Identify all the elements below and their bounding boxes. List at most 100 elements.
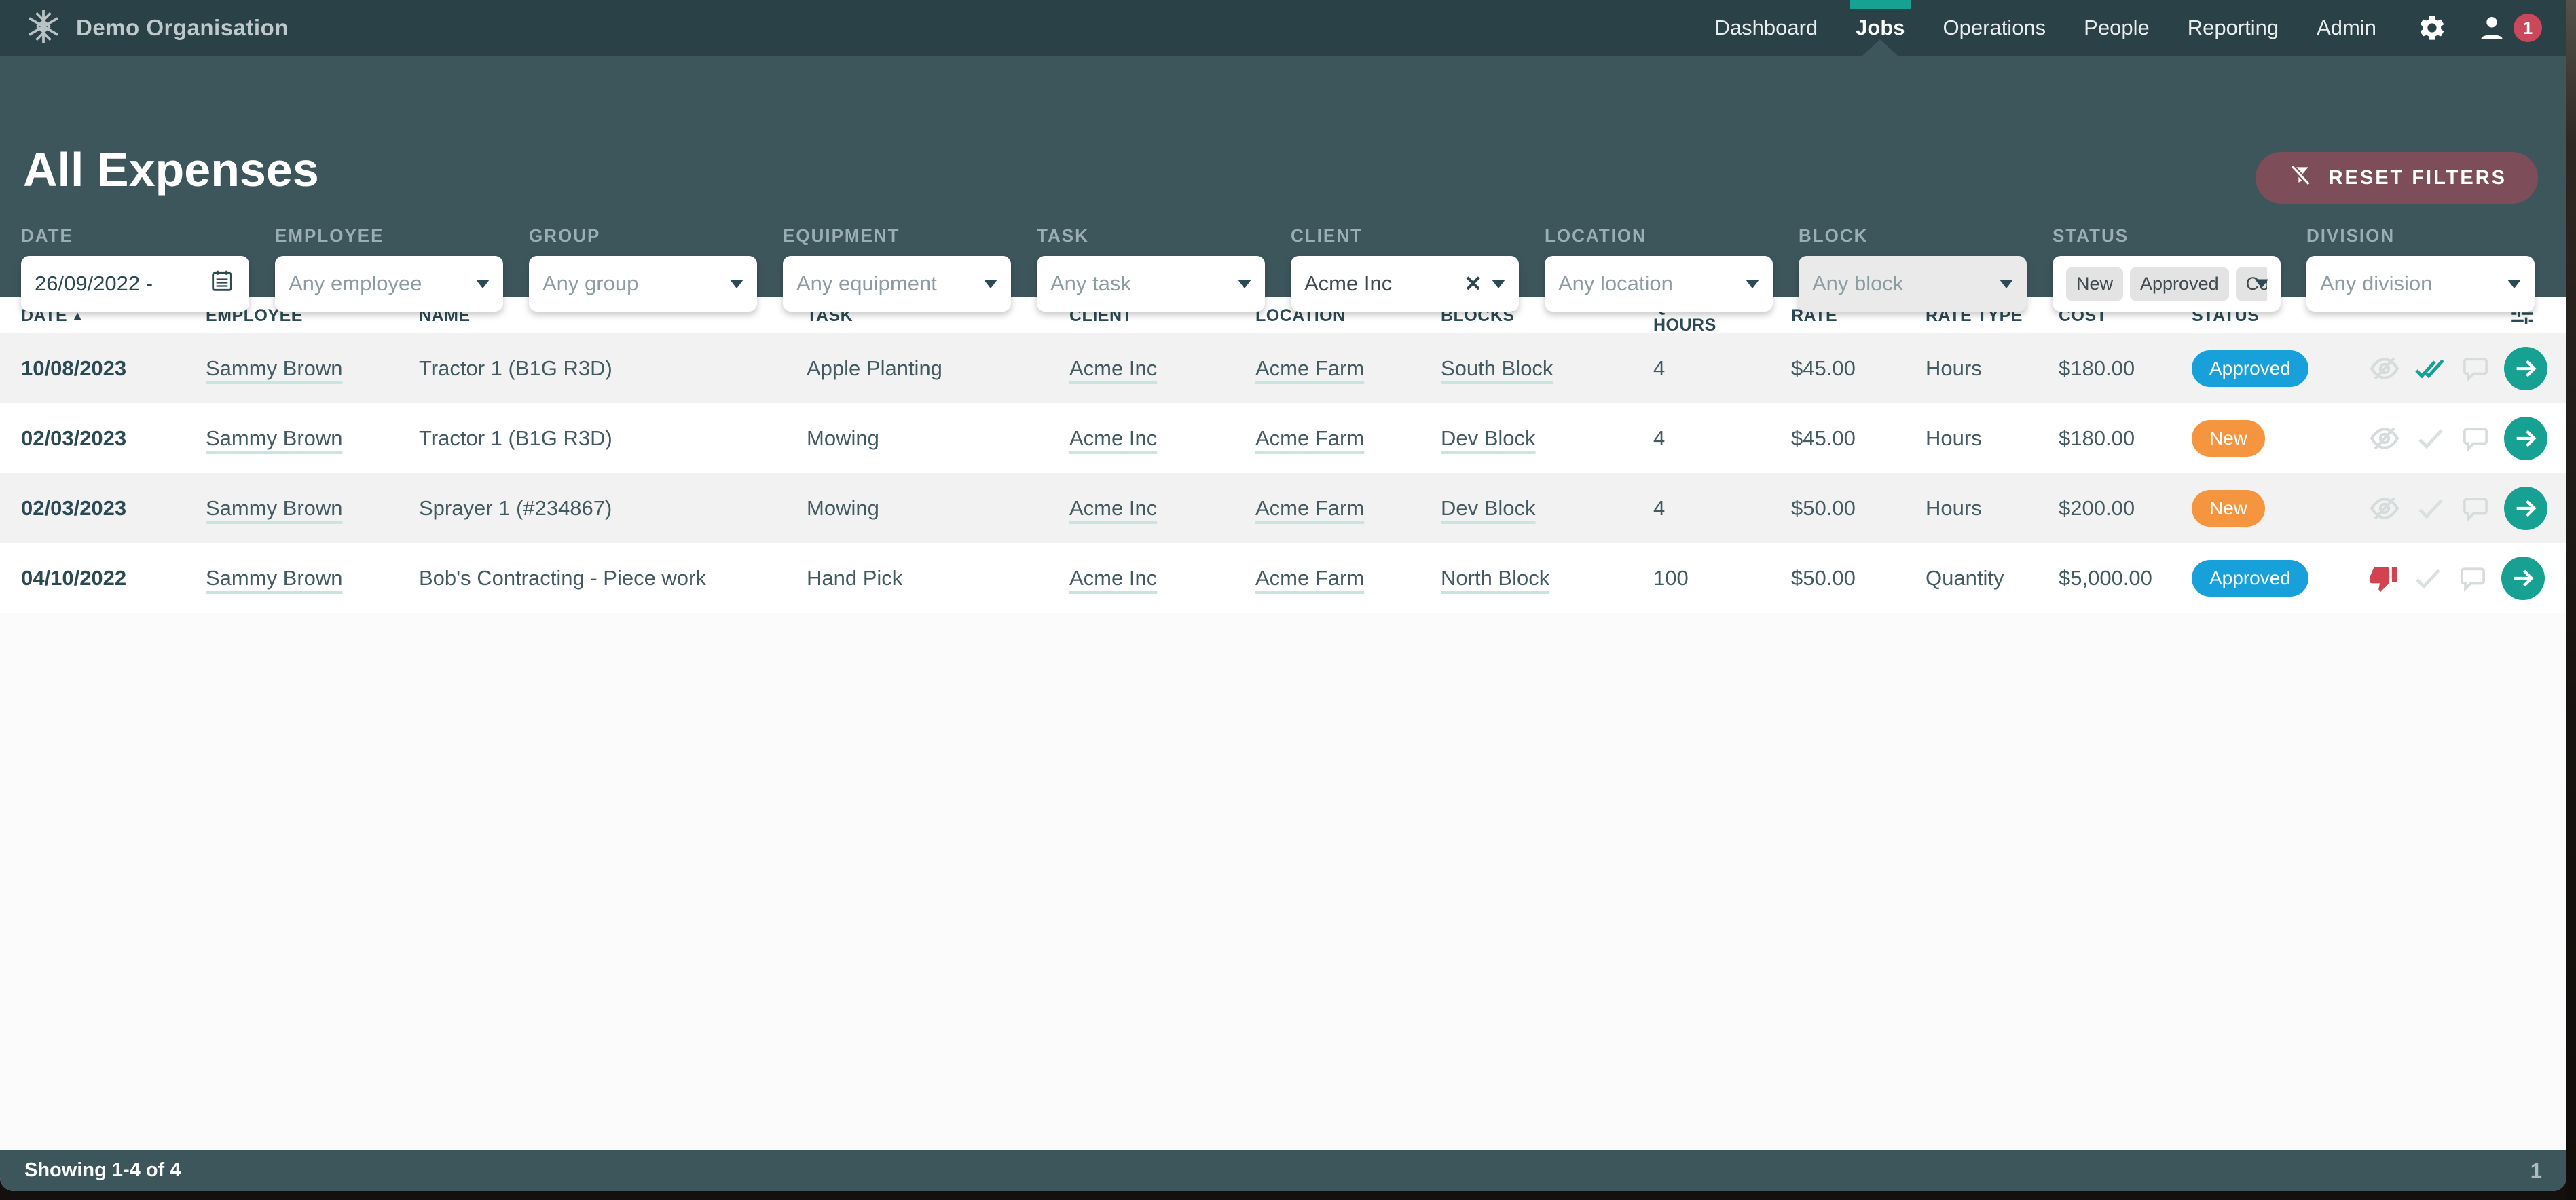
block-select[interactable]: Any block [1799, 256, 2027, 312]
check-icon[interactable] [2414, 492, 2447, 525]
clear-client-icon[interactable]: ✕ [1464, 271, 1482, 296]
filter-status: STATUS New Approved Complete [2053, 225, 2281, 312]
comment-icon[interactable] [2461, 424, 2490, 453]
table-row[interactable]: 10/08/2023 Sammy Brown Tractor 1 (B1G R3… [0, 333, 2566, 403]
employee-select[interactable]: Any employee [275, 256, 503, 312]
status-chip-approved[interactable]: Approved [2130, 267, 2229, 301]
double-check-icon[interactable] [2414, 352, 2447, 385]
location-link[interactable]: Acme Farm [1255, 565, 1365, 590]
cell-location: Acme Farm [1255, 566, 1441, 590]
status-multiselect[interactable]: New Approved Complete [2053, 256, 2281, 312]
filter-equipment: EQUIPMENT Any equipment [783, 225, 1011, 312]
group-select[interactable]: Any group [529, 256, 757, 312]
eye-off-icon[interactable] [2368, 492, 2401, 525]
client-link[interactable]: Acme Inc [1069, 495, 1158, 520]
nav-item-reporting[interactable]: Reporting [2187, 16, 2279, 39]
comment-icon[interactable] [2458, 563, 2488, 593]
block-placeholder: Any block [1812, 271, 1904, 295]
cell-quantity-hours: 4 [1653, 426, 1666, 450]
employee-placeholder: Any employee [289, 271, 422, 295]
row-actions [2368, 416, 2566, 460]
cell-quantity-hours: 4 [1653, 356, 1666, 380]
nav-item-dashboard[interactable]: Dashboard [1714, 16, 1818, 39]
equipment-select[interactable]: Any equipment [783, 256, 1011, 312]
desktop-background-strip [2566, 0, 2576, 1200]
comment-icon[interactable] [2461, 493, 2490, 523]
cell-blocks: Dev Block [1441, 426, 1653, 451]
eye-off-icon[interactable] [2368, 352, 2401, 385]
reset-filters-button[interactable]: RESET FILTERS [2255, 152, 2538, 204]
filter-client: CLIENT Acme Inc ✕ [1291, 225, 1519, 312]
open-row-arrow-button[interactable] [2504, 416, 2547, 460]
nav-item-jobs[interactable]: Jobs [1856, 0, 1905, 56]
cell-blocks: Dev Block [1441, 496, 1653, 521]
nav-item-operations[interactable]: Operations [1943, 16, 2046, 39]
filter-equipment-label: EQUIPMENT [783, 225, 900, 246]
filter-status-label: STATUS [2053, 225, 2129, 246]
cell-date: 02/03/2023 [21, 426, 127, 450]
gear-icon[interactable] [2417, 13, 2447, 43]
employee-link[interactable]: Sammy Brown [206, 356, 343, 380]
task-placeholder: Any task [1050, 271, 1131, 295]
open-row-arrow-button[interactable] [2504, 346, 2547, 390]
cell-location: Acme Farm [1255, 496, 1441, 521]
cell-rate-type: Hours [1926, 426, 1982, 450]
top-navbar: Demo Organisation Dashboard Jobs Operati… [0, 0, 2566, 56]
location-link[interactable]: Acme Farm [1255, 495, 1365, 520]
block-link[interactable]: Dev Block [1441, 495, 1536, 520]
row-actions [2368, 556, 2566, 600]
nav-item-people[interactable]: People [2084, 16, 2150, 39]
row-actions [2368, 486, 2566, 530]
open-row-arrow-button[interactable] [2501, 556, 2545, 600]
eye-off-icon[interactable] [2368, 422, 2401, 455]
status-badge: Approved [2192, 559, 2308, 597]
cell-rate: $45.00 [1791, 356, 1856, 380]
location-link[interactable]: Acme Farm [1255, 426, 1365, 450]
filter-group-label: GROUP [529, 225, 601, 246]
cell-name: Sprayer 1 (#234867) [419, 495, 612, 520]
cell-employee: Sammy Brown [206, 426, 419, 451]
client-link[interactable]: Acme Inc [1069, 426, 1158, 450]
division-select[interactable]: Any division [2306, 256, 2535, 312]
table-row[interactable]: 02/03/2023 Sammy Brown Sprayer 1 (#23486… [0, 473, 2566, 543]
cell-status: New [2192, 489, 2368, 527]
org-name: Demo Organisation [76, 15, 289, 40]
location-select[interactable]: Any location [1545, 256, 1773, 312]
filter-client-label: CLIENT [1291, 225, 1363, 246]
block-link[interactable]: North Block [1441, 565, 1550, 590]
status-chip-new[interactable]: New [2066, 267, 2124, 301]
date-range-input[interactable]: 26/09/2022 - [21, 256, 249, 312]
cell-location: Acme Farm [1255, 426, 1441, 451]
employee-link[interactable]: Sammy Brown [206, 565, 343, 590]
table-row[interactable]: 02/03/2023 Sammy Brown Tractor 1 (B1G R3… [0, 403, 2566, 473]
client-select[interactable]: Acme Inc ✕ [1291, 256, 1519, 312]
check-icon[interactable] [2414, 422, 2447, 455]
pagination-page-1[interactable]: 1 [2530, 1158, 2542, 1182]
table-row[interactable]: 04/10/2022 Sammy Brown Bob's Contracting… [0, 543, 2566, 613]
cell-client: Acme Inc [1069, 496, 1255, 521]
status-badge: Approved [2192, 350, 2308, 387]
cell-location: Acme Farm [1255, 356, 1441, 381]
reset-filters-label: RESET FILTERS [2328, 166, 2507, 189]
comment-icon[interactable] [2461, 354, 2490, 383]
employee-link[interactable]: Sammy Brown [206, 426, 343, 450]
nav-item-admin[interactable]: Admin [2317, 16, 2376, 39]
client-link[interactable]: Acme Inc [1069, 356, 1158, 380]
open-row-arrow-button[interactable] [2504, 486, 2547, 530]
filter-task-label: TASK [1037, 225, 1089, 246]
notification-badge[interactable]: 1 [2514, 14, 2542, 42]
user-menu[interactable]: 1 [2477, 13, 2542, 43]
block-link[interactable]: Dev Block [1441, 426, 1536, 450]
task-select[interactable]: Any task [1037, 256, 1265, 312]
filter-date-label: DATE [21, 225, 73, 246]
employee-link[interactable]: Sammy Brown [206, 495, 343, 520]
thumbs-down-icon[interactable] [2368, 563, 2398, 593]
chevron-down-icon [730, 279, 743, 288]
check-icon[interactable] [2412, 562, 2444, 595]
block-link[interactable]: South Block [1441, 356, 1553, 380]
chevron-down-icon [1492, 279, 1505, 288]
client-link[interactable]: Acme Inc [1069, 565, 1158, 590]
cell-employee: Sammy Brown [206, 496, 419, 521]
location-link[interactable]: Acme Farm [1255, 356, 1365, 380]
